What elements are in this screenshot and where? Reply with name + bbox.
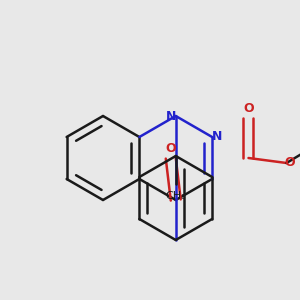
Text: N: N [212,130,222,143]
Text: O: O [165,142,176,154]
Text: O: O [243,101,254,115]
Text: CH₃: CH₃ [165,191,186,201]
Text: O: O [284,157,295,169]
Text: N: N [166,110,176,122]
